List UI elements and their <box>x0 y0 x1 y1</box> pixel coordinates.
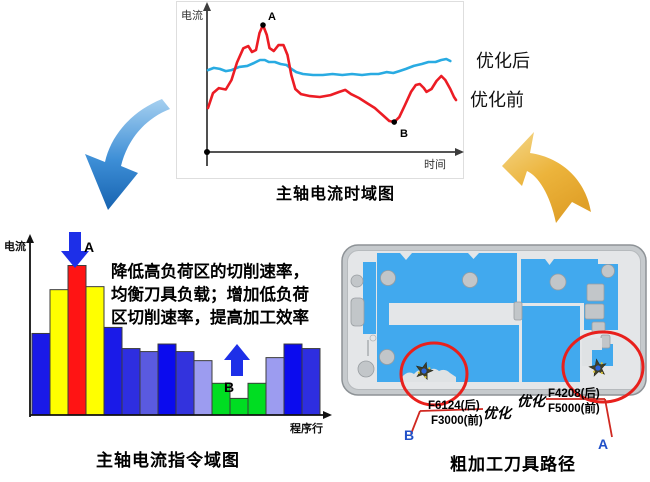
optimization-note-line1: 降低高负荷区的切削速率， <box>111 263 309 281</box>
toolpath-marker-a: A <box>598 436 609 452</box>
bar <box>265 357 285 416</box>
legend-optimized-before: 优化前 <box>470 90 524 110</box>
origin-dot <box>204 149 210 155</box>
optimize-label-b: 优化 <box>483 405 511 421</box>
highlight-circle-b <box>399 341 469 407</box>
y-axis-arrow-icon <box>203 2 211 11</box>
toolpath-image <box>341 244 647 438</box>
marker-b-label: B <box>224 379 234 395</box>
blue-curved-arrow-icon <box>85 99 170 210</box>
decrease-feed-arrow-icon <box>61 232 89 268</box>
bar <box>175 351 195 416</box>
highlight-circle-a <box>561 330 645 404</box>
toolpath-title: 粗加工刀具路径 <box>450 455 576 474</box>
bar <box>31 332 51 416</box>
series-line <box>206 57 452 77</box>
time-chart-frame <box>176 1 464 179</box>
legend-optimized-after: 优化后 <box>476 51 530 71</box>
command-domain-chart: A B <box>26 232 332 419</box>
bar-series <box>31 265 321 416</box>
time-chart-markers <box>260 22 398 125</box>
bar <box>49 289 69 416</box>
time-chart-series <box>206 23 458 124</box>
increase-feed-arrow-icon <box>224 344 250 376</box>
part-bosses <box>350 264 615 378</box>
machined-pockets <box>363 253 618 382</box>
x-axis-arrow-icon <box>455 148 464 156</box>
time-chart-axes <box>203 2 464 166</box>
bar-chart-xlabel: 程序行 <box>290 423 323 435</box>
bar-chart-title: 主轴电流指令域图 <box>96 451 240 470</box>
time-chart-title: 主轴电流时域图 <box>276 186 396 203</box>
bar <box>283 343 303 416</box>
gold-curved-arrow-icon <box>502 132 591 223</box>
bar-chart-axes <box>26 234 332 419</box>
cut-surface-left <box>402 368 456 382</box>
bar <box>67 265 87 416</box>
optimization-note-line3: 区切削速率，提高加工效率 <box>111 309 309 327</box>
feed-b-before-label: F3000(前) <box>431 415 483 427</box>
cutter-tool-icon-a <box>588 358 607 377</box>
leader-lines <box>410 398 613 438</box>
bar <box>193 360 213 416</box>
feed-b-after-label: F6124(后) <box>428 400 480 412</box>
y-axis-arrow-icon <box>26 234 34 243</box>
marker-dot <box>260 22 266 28</box>
bar <box>229 397 249 416</box>
cut-surface-right <box>582 338 602 366</box>
pocket-channels <box>400 253 554 382</box>
feed-a-before-label: F5000(前) <box>548 403 600 415</box>
cutter-tool-icon-b <box>415 361 434 381</box>
small-hole <box>369 334 377 342</box>
toolpath-marker-b: B <box>404 427 415 443</box>
marker-a-label: A <box>84 239 94 255</box>
feed-a-after-label: F4208(后) <box>548 388 600 400</box>
optimize-label-a: 优化 <box>517 393 545 409</box>
time-chart-ylabel: 电流 <box>181 10 203 22</box>
bar <box>301 348 321 416</box>
marker-b-label: B <box>400 128 408 140</box>
bar <box>121 348 141 416</box>
optimization-note: 降低高负荷区的切削速率， 均衡刀具负载；增加低负荷 区切削速率，提高加工效率 <box>111 261 309 330</box>
bar <box>139 351 159 416</box>
time-domain-chart: A B <box>203 2 464 166</box>
x-axis-arrow-icon <box>323 411 332 419</box>
bar <box>85 286 105 416</box>
bar <box>157 343 177 416</box>
marker-dot <box>391 119 398 125</box>
bar <box>103 326 123 416</box>
optimization-note-line2: 均衡刀具负载；增加低负荷 <box>111 286 309 304</box>
bar <box>247 382 267 416</box>
bar-chart-ylabel: 电流 <box>4 241 26 253</box>
time-chart-xlabel: 时间 <box>424 159 446 171</box>
series-line <box>206 23 458 124</box>
marker-a-label: A <box>268 11 276 23</box>
